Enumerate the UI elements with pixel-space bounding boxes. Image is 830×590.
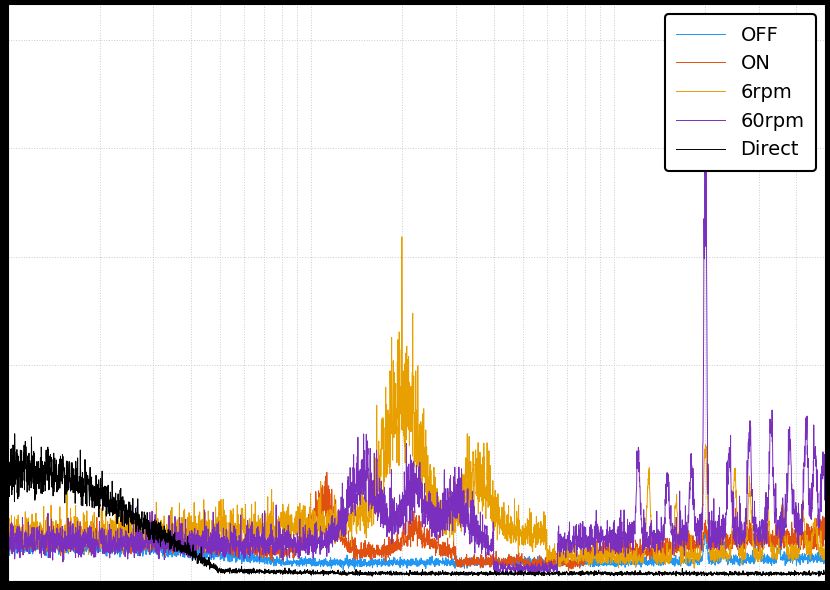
ON: [354, 550, 364, 557]
Line: 6rpm: 6rpm: [8, 237, 826, 568]
ON: [598, 548, 608, 555]
OFF: [56, 528, 66, 535]
Line: ON: ON: [8, 473, 826, 571]
OFF: [821, 556, 830, 563]
6rpm: [3, 535, 13, 542]
6rpm: [598, 552, 608, 559]
ON: [564, 567, 574, 574]
Line: Direct: Direct: [8, 434, 826, 576]
Direct: [814, 573, 824, 580]
Direct: [598, 571, 608, 578]
Direct: [755, 570, 765, 577]
ON: [347, 544, 357, 551]
OFF: [354, 560, 364, 567]
60rpm: [3, 549, 13, 556]
ON: [322, 469, 332, 476]
OFF: [598, 558, 608, 565]
OFF: [755, 553, 765, 560]
OFF: [392, 559, 402, 566]
Direct: [10, 430, 20, 437]
6rpm: [397, 233, 407, 240]
Line: 60rpm: 60rpm: [8, 31, 826, 575]
60rpm: [755, 524, 765, 531]
ON: [392, 546, 402, 553]
6rpm: [392, 423, 402, 430]
Direct: [3, 466, 13, 473]
Direct: [354, 571, 364, 578]
Legend: OFF, ON, 6rpm, 60rpm, Direct: OFF, ON, 6rpm, 60rpm, Direct: [665, 14, 816, 171]
Direct: [392, 569, 402, 576]
6rpm: [347, 533, 357, 540]
ON: [3, 539, 13, 546]
6rpm: [689, 565, 699, 572]
60rpm: [598, 536, 608, 543]
6rpm: [354, 516, 364, 523]
6rpm: [821, 556, 830, 563]
OFF: [796, 555, 806, 562]
6rpm: [755, 558, 765, 565]
6rpm: [796, 522, 806, 529]
60rpm: [796, 525, 806, 532]
OFF: [3, 547, 13, 554]
Line: OFF: OFF: [8, 532, 826, 570]
Direct: [821, 569, 830, 576]
ON: [821, 523, 830, 530]
OFF: [347, 562, 357, 569]
Direct: [347, 569, 357, 576]
60rpm: [500, 571, 510, 578]
OFF: [338, 566, 348, 573]
60rpm: [354, 490, 364, 497]
60rpm: [821, 503, 830, 510]
60rpm: [347, 501, 357, 508]
60rpm: [700, 28, 710, 35]
Direct: [796, 569, 806, 576]
ON: [796, 530, 806, 537]
60rpm: [392, 510, 402, 517]
ON: [755, 543, 765, 550]
